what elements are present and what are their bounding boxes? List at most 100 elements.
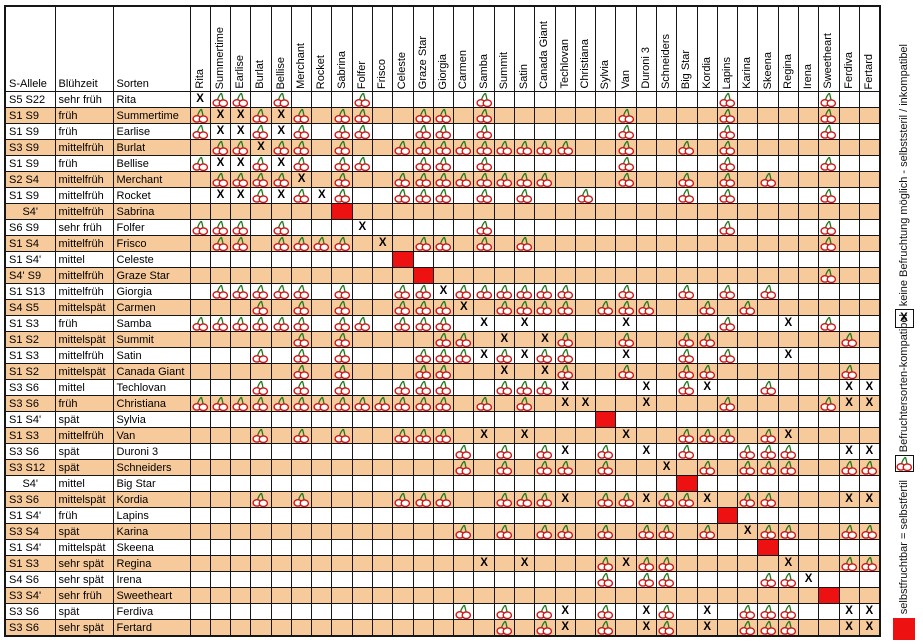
row-bloom-time: mittelspät xyxy=(54,491,114,508)
matrix-cell xyxy=(615,187,637,204)
matrix-cell xyxy=(513,283,536,300)
matrix-cell xyxy=(311,571,333,588)
matrix-cell xyxy=(209,619,232,637)
matrix-cell xyxy=(311,363,333,380)
matrix-cell xyxy=(453,267,475,284)
matrix-cell xyxy=(554,299,576,316)
matrix-cell: X xyxy=(696,379,718,396)
row-variety-name: Rocket xyxy=(112,187,191,204)
matrix-cell xyxy=(554,571,576,588)
cherry-icon xyxy=(719,316,736,331)
matrix-cell xyxy=(818,363,840,380)
x-icon: X xyxy=(622,317,630,330)
matrix-cell xyxy=(615,235,637,252)
matrix-cell xyxy=(716,427,739,444)
table-row: S1 S2 mittelspät Summit X X xyxy=(4,331,881,348)
matrix-cell: X xyxy=(635,379,657,396)
matrix-cell xyxy=(493,315,516,332)
matrix-cell xyxy=(432,491,455,508)
matrix-cell xyxy=(351,315,374,332)
matrix-cell xyxy=(676,411,698,428)
matrix-cell xyxy=(351,267,374,284)
cherry-icon xyxy=(699,364,715,379)
matrix-cell: X xyxy=(513,555,536,572)
matrix-cell xyxy=(818,315,840,332)
matrix-cell xyxy=(351,235,374,252)
matrix-cell xyxy=(716,347,739,364)
matrix-cell xyxy=(635,299,657,316)
matrix-cell xyxy=(757,491,779,508)
matrix-cell xyxy=(534,251,556,268)
column-header-label: Kordia xyxy=(700,57,713,89)
matrix-cell xyxy=(757,443,779,460)
row-variety-name: Karina xyxy=(112,523,191,540)
matrix-cell xyxy=(797,363,820,380)
matrix-cell xyxy=(757,363,779,380)
matrix-cell xyxy=(696,171,718,188)
matrix-cell xyxy=(716,91,739,108)
matrix-cell xyxy=(655,299,678,316)
matrix-cell xyxy=(209,587,232,604)
matrix-cell xyxy=(797,171,820,188)
matrix-cell xyxy=(290,443,313,460)
matrix-cell xyxy=(737,123,759,140)
cherry-icon xyxy=(394,300,411,315)
matrix-cell xyxy=(351,123,374,140)
cherry-icon xyxy=(759,492,776,507)
matrix-cell xyxy=(595,459,617,476)
matrix-cell xyxy=(534,443,556,460)
cherry-icon xyxy=(394,396,411,411)
cherry-icon xyxy=(334,428,350,443)
matrix-cell xyxy=(290,283,313,300)
matrix-cell xyxy=(372,331,394,348)
matrix-cell xyxy=(757,299,779,316)
matrix-cell xyxy=(209,251,232,268)
cherry-icon xyxy=(658,572,675,587)
row-s-allele: S1 S9 xyxy=(4,155,56,172)
matrix-cell xyxy=(412,139,434,156)
table-row: S1 S3 sehr spät Regina X X X X xyxy=(4,555,881,572)
matrix-cell xyxy=(554,91,576,108)
x-icon: X xyxy=(561,493,570,506)
matrix-cell xyxy=(534,523,556,540)
matrix-cell xyxy=(392,475,414,492)
column-header: Merchant xyxy=(290,5,313,92)
matrix-cell xyxy=(209,219,232,236)
row-s-allele: S3 S9 xyxy=(4,139,56,156)
compatibility-matrix: S-Allele Blühzeit Sorten Rita Summertime Earl… xyxy=(4,5,881,637)
matrix-cell: X xyxy=(777,347,799,364)
matrix-cell xyxy=(777,91,799,108)
matrix-cell xyxy=(432,107,455,124)
matrix-cell xyxy=(655,363,678,380)
cherry-icon xyxy=(354,396,370,411)
matrix-cell xyxy=(453,523,475,540)
matrix-cell xyxy=(372,203,394,220)
matrix-cell xyxy=(818,219,840,236)
matrix-cell xyxy=(351,203,374,220)
matrix-cell xyxy=(473,491,495,508)
cherry-icon xyxy=(719,348,736,363)
matrix-cell xyxy=(818,107,840,124)
matrix-cell xyxy=(290,619,313,637)
matrix-cell: X xyxy=(453,299,475,316)
matrix-cell xyxy=(615,107,637,124)
matrix-cell xyxy=(351,251,374,268)
matrix-cell xyxy=(432,571,455,588)
cherry-icon xyxy=(394,284,411,299)
cherry-icon xyxy=(557,460,573,475)
row-s-allele: S2 S4 xyxy=(4,171,56,188)
cherry-icon xyxy=(374,396,391,411)
matrix-cell xyxy=(189,187,211,204)
matrix-cell xyxy=(716,139,739,156)
matrix-cell xyxy=(838,459,860,476)
matrix-cell xyxy=(290,603,313,620)
x-icon: X xyxy=(561,445,570,458)
row-bloom-time: sehr spät xyxy=(54,619,114,637)
matrix-cell xyxy=(554,187,576,204)
matrix-cell xyxy=(493,491,516,508)
column-header-label: Lapins xyxy=(720,56,733,89)
cherry-icon xyxy=(678,332,695,347)
matrix-cell xyxy=(777,395,799,412)
matrix-cell xyxy=(797,619,820,637)
